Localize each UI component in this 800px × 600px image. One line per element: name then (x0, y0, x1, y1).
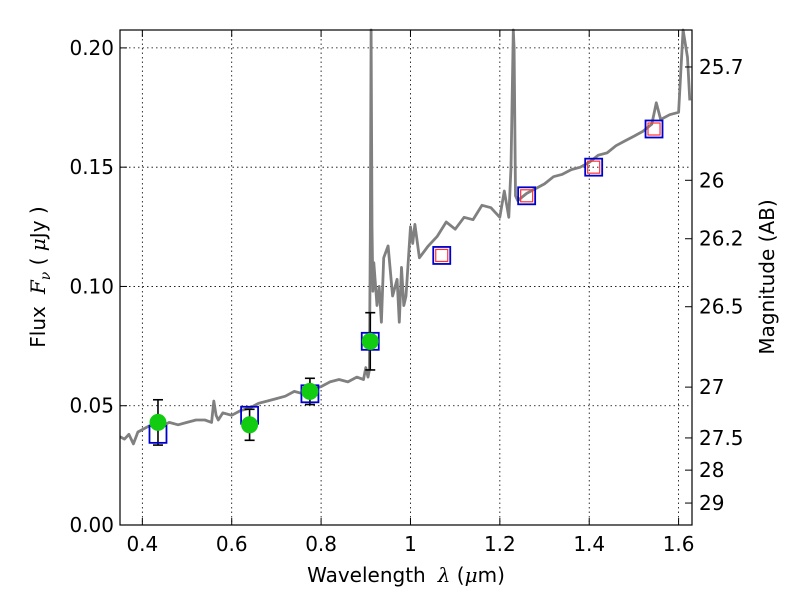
observed-photometry-point (241, 416, 259, 434)
y2-tick-label: 25.7 (699, 55, 744, 79)
y2-tick-label: 26 (699, 168, 724, 192)
y2-tick-label: 26.2 (699, 227, 744, 251)
x-axis-label-unit-rest: m) (478, 563, 505, 587)
y2-tick-label: 27.5 (699, 426, 744, 450)
plot-frame (119, 29, 693, 526)
x-tick-label: 0.4 (126, 532, 158, 556)
model-photometry-marker (644, 119, 664, 139)
y-tick-label: 0.05 (69, 394, 114, 418)
x-tick-label: 1.6 (663, 532, 695, 556)
y-tick-label: 0.20 (69, 36, 114, 60)
y2-tick-label: 28 (699, 458, 724, 482)
model-photometry-marker (432, 246, 452, 265)
model-photometry-inner-marker (647, 122, 661, 136)
x-axis-label-text: Wavelength (307, 563, 426, 587)
y-tick-label: 0.10 (69, 274, 114, 298)
axis-ticks: 0.4 0.6 0.8 1 1.2 1.4 1.6 0.00 0.05 0.10 0.15 0.20 2… (69, 30, 744, 556)
y-axis-label-unit-mu: μ (26, 238, 50, 251)
x-tick-label: 1.2 (484, 532, 516, 556)
y-tick-label: 0.15 (69, 155, 114, 179)
x-axis-label-symbol: λ (437, 563, 451, 587)
x-axis-label: Wavelength λ (μm) (307, 563, 505, 587)
y-tick-label: 0.00 (69, 513, 114, 537)
x-tick-label: 1 (404, 532, 417, 556)
observed-photometry-point (301, 382, 319, 400)
y-axis-label: Flux Fν ( μJy ) (26, 206, 54, 347)
x-tick-label: 0.6 (216, 532, 248, 556)
model-photometry-inner-marker (435, 248, 449, 263)
y-axis-label-symbol: F (26, 279, 50, 295)
y2-tick-label: 26.5 (699, 295, 744, 319)
y2-axis-label: Magnitude (AB) (755, 199, 779, 354)
model-photometry-marker (584, 157, 604, 177)
observed-photometry-point (149, 413, 167, 431)
y-axis-label-text: Flux (26, 306, 50, 348)
x-axis-label-unit-mu: μ (465, 563, 478, 587)
y-axis-label-unit-rest: Jy ) (26, 206, 50, 240)
model-spectrum (119, 28, 692, 446)
observed-photometry-point (361, 332, 379, 350)
model-photometry-inner-marker (520, 189, 534, 203)
photometry-markers (148, 119, 664, 444)
x-tick-label: 0.8 (305, 532, 337, 556)
spectrum-line (119, 28, 692, 446)
x-axis-label-unit-open: ( (450, 563, 464, 587)
model-photometry-marker (517, 186, 537, 206)
y2-tick-label: 27 (699, 375, 724, 399)
y2-tick-label: 29 (699, 491, 724, 515)
y-axis-label-subscript: ν (38, 271, 54, 280)
model-photometry-inner-marker (587, 160, 601, 174)
y-axis-label-unit-open: ( (26, 251, 50, 272)
x-tick-label: 1.4 (573, 532, 605, 556)
